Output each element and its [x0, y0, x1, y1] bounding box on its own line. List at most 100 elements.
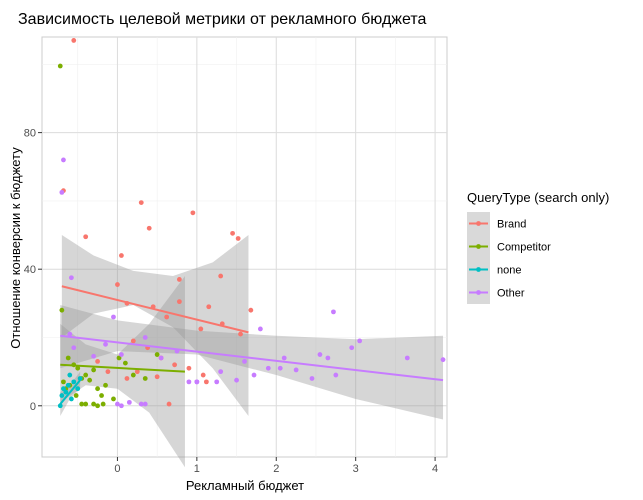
data-point-other [59, 189, 65, 195]
data-point-other [186, 379, 192, 385]
data-point-brand [71, 38, 77, 43]
data-point-brand [206, 304, 212, 310]
legend: QueryType (search only) Brand Competitor n… [467, 190, 609, 304]
y-tick-label: 40 [24, 264, 36, 276]
data-point-competitor [111, 396, 116, 402]
data-point-none [61, 386, 66, 392]
y-axis: 0 40 80 [24, 128, 42, 413]
data-point-other [257, 326, 263, 332]
data-point-brand [248, 307, 254, 313]
y-tick-label: 0 [30, 401, 36, 413]
data-point-brand [115, 282, 120, 287]
data-point-other [440, 357, 446, 363]
data-point-other [265, 365, 271, 371]
data-point-competitor [122, 360, 128, 366]
data-point-brand [230, 230, 235, 236]
data-point-competitor [83, 401, 89, 407]
data-point-other [242, 358, 247, 364]
data-point-competitor [79, 401, 85, 407]
data-point-brand [124, 376, 130, 381]
trend-line-competitor [60, 363, 185, 373]
data-point-brand [164, 314, 170, 320]
data-point-competitor [87, 377, 93, 383]
data-point-competitor [59, 307, 65, 313]
data-point-competitor [91, 367, 97, 373]
data-point-none [68, 396, 74, 402]
data-point-other [333, 372, 339, 378]
legend-key-point [476, 221, 481, 226]
x-tick-label: 1 [194, 463, 200, 475]
data-point-other [138, 401, 144, 407]
legend-label-competitor: Competitor [497, 242, 551, 254]
data-point-competitor [95, 403, 100, 409]
data-point-other [277, 365, 283, 371]
data-point-other [404, 355, 410, 361]
data-point-other [325, 355, 331, 361]
data-point-brand [105, 369, 111, 375]
data-point-competitor [83, 372, 89, 378]
data-point-other [142, 335, 148, 340]
data-point-other [119, 403, 124, 409]
data-point-other [218, 369, 224, 375]
data-point-other [119, 352, 124, 357]
data-point-brand [172, 362, 178, 368]
data-point-none [71, 379, 77, 385]
data-point-competitor [61, 379, 66, 385]
trend-line-other [60, 334, 444, 382]
data-point-none [57, 403, 63, 409]
data-point-none [65, 382, 71, 388]
data-point-none [59, 393, 65, 398]
data-point-competitor [142, 376, 148, 381]
data-point-competitor [154, 352, 160, 357]
data-point-none [75, 386, 81, 392]
data-point-other [281, 355, 287, 361]
data-point-other [317, 352, 323, 357]
data-point-competitor [91, 401, 97, 407]
x-tick-label: 3 [353, 463, 359, 475]
data-point-competitor [103, 382, 108, 388]
panel-background [41, 36, 448, 458]
data-point-competitor [65, 355, 71, 361]
trend-line-none [59, 379, 81, 405]
legend-key-point [476, 290, 481, 295]
data-point-other [349, 345, 355, 351]
x-axis: 0 1 2 3 4 [114, 457, 438, 475]
data-point-brand [83, 234, 89, 240]
trend-line-brand [61, 285, 249, 334]
legend-key-point [476, 244, 481, 249]
data-point-brand [198, 326, 204, 332]
data-point-brand [176, 277, 182, 282]
data-point-other [331, 309, 336, 315]
data-point-brand [218, 273, 224, 279]
data-point-brand [166, 401, 172, 407]
legend-label-other: Other [497, 288, 525, 300]
data-point-brand [154, 374, 160, 380]
data-point-other [214, 379, 220, 385]
data-point-brand [200, 372, 206, 378]
data-point-other [91, 353, 97, 359]
data-point-brand [146, 225, 152, 231]
data-point-brand [119, 253, 124, 258]
data-point-competitor [116, 355, 122, 361]
data-point-none [63, 389, 69, 395]
legend-label-brand: Brand [497, 219, 526, 231]
data-point-brand [186, 365, 192, 371]
data-point-other [194, 379, 200, 385]
data-point-other [115, 401, 120, 407]
data-point-other [68, 275, 74, 281]
data-point-other [251, 372, 257, 378]
data-point-other [309, 376, 315, 381]
data-point-competitor [100, 401, 106, 407]
data-point-competitor [73, 393, 79, 398]
y-tick-label: 80 [24, 128, 36, 140]
data-point-brand [238, 331, 243, 337]
plot-panel [41, 36, 448, 468]
data-point-brand [130, 338, 136, 344]
data-point-other [158, 355, 164, 361]
y-axis-title: Отношение конверсии к бюджету [8, 147, 23, 349]
data-point-other [357, 338, 363, 344]
data-point-other [71, 345, 77, 351]
data-point-other [103, 341, 108, 347]
data-point-other [126, 399, 132, 405]
data-point-brand [138, 200, 144, 206]
